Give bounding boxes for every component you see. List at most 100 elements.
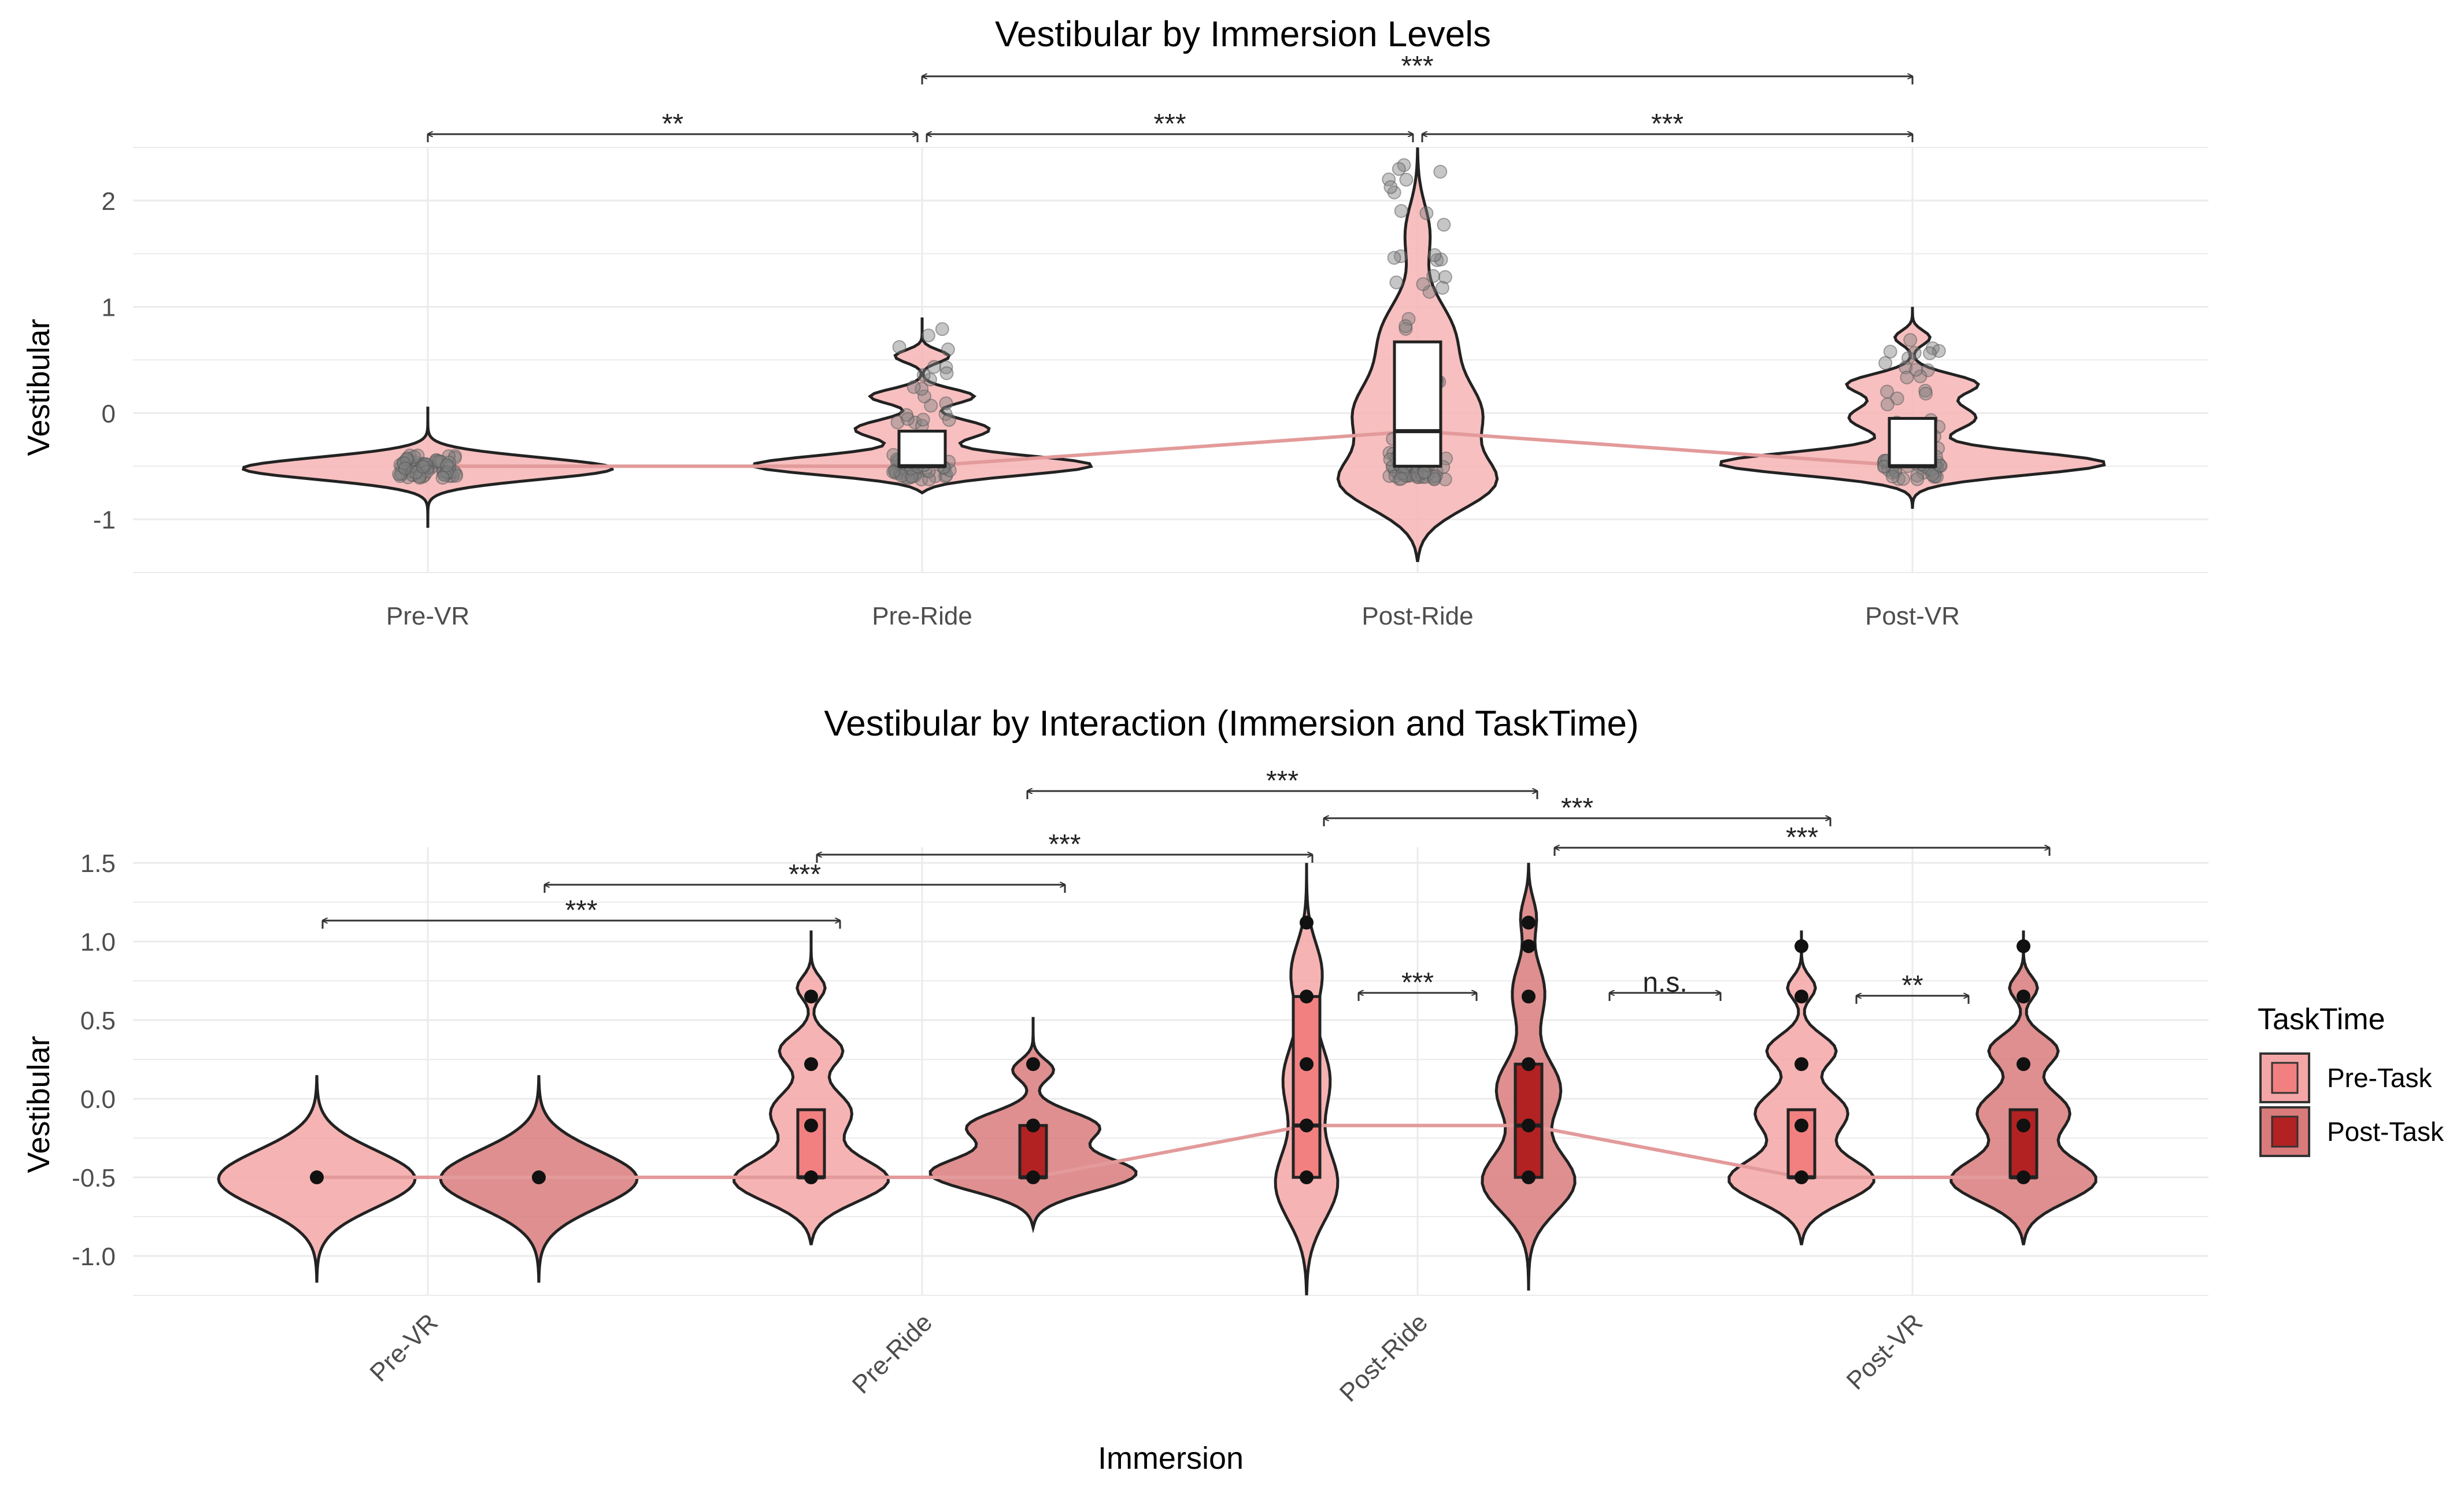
jitter-point	[1383, 180, 1398, 194]
data-point	[1300, 989, 1314, 1004]
jitter-point	[916, 412, 930, 427]
jitter-point	[1394, 204, 1408, 218]
sig-f-label: ***	[1786, 822, 1818, 853]
legend-label-pre-task: Pre-Task	[2327, 1063, 2432, 1093]
jitter-point	[939, 366, 954, 380]
jitter-point	[1433, 165, 1448, 179]
data-point	[1300, 915, 1314, 930]
chart2-gridlines	[133, 847, 2208, 1296]
data-point	[532, 1170, 546, 1185]
xtick-label: Pre-Ride	[872, 602, 972, 630]
xtick-label: Pre-VR	[364, 1308, 443, 1387]
data-point	[1522, 939, 1536, 954]
data-point	[2017, 1118, 2030, 1133]
jitter-point	[1394, 472, 1408, 486]
data-point	[1522, 1170, 1536, 1185]
chart2-significance: *** *** *** *** *** *** *** n.s. **	[321, 766, 2051, 1004]
data-point	[804, 1118, 818, 1133]
jitter-point	[440, 458, 454, 472]
median-trend-line	[428, 429, 1913, 468]
jitter-point	[921, 328, 935, 343]
sig-c-label: ***	[1048, 829, 1081, 860]
chart1-significance: ** *** ******	[427, 51, 1914, 142]
jitter-point	[886, 465, 900, 479]
jitter-point	[397, 456, 411, 471]
jitter-point	[894, 468, 909, 483]
ytick-label: 0.0	[80, 1085, 116, 1114]
data-point	[2017, 1057, 2030, 1072]
jitter-point	[1438, 270, 1452, 285]
data-point	[2017, 989, 2030, 1004]
chart1-violins	[242, 147, 2106, 563]
jitter-point	[1427, 248, 1442, 263]
sig-postride-postvr-label: ***	[1651, 109, 1684, 139]
jitter-point	[1878, 356, 1893, 370]
ytick-label: 0	[102, 400, 116, 428]
chart2-ylabel: Vestibular	[21, 1036, 56, 1173]
data-point	[1795, 939, 1808, 954]
legend: TaskTime Pre-Task Post-Task	[2258, 1003, 2444, 1157]
box-post-ride	[1393, 340, 1442, 468]
ytick-label: 0.5	[80, 1007, 116, 1035]
box-post-vr	[1888, 417, 1937, 468]
violin-pre-task-post-vr	[1727, 930, 1875, 1246]
violin-pre-ride	[751, 317, 1093, 495]
jitter-point	[917, 389, 931, 404]
sig-b-label: ***	[789, 859, 821, 890]
ytick-label: 1	[102, 294, 116, 322]
ytick-label: -1	[93, 506, 116, 534]
sig-e-label: ***	[1561, 793, 1593, 823]
chart1-ylabel: Vestibular	[21, 319, 56, 456]
data-point	[310, 1170, 324, 1185]
data-point	[1522, 1057, 1536, 1072]
jitter-point	[1427, 472, 1442, 486]
violin-pre-task-pre-ride	[732, 930, 890, 1246]
jitter-point	[1389, 275, 1404, 290]
jitter-point	[1435, 280, 1449, 295]
xtick-label: Post-VR	[1865, 602, 1960, 630]
jitter-point	[1399, 172, 1414, 187]
jitter-point	[1899, 360, 1913, 375]
jitter-point	[1900, 370, 1914, 385]
jitter-point	[1903, 333, 1918, 347]
chart2-xlabel: Immersion	[1098, 1441, 1244, 1476]
box-post-task-pre-ride	[1018, 1124, 1048, 1179]
chart1-gridlines	[133, 147, 2208, 573]
xtick-label: Post-Ride	[1334, 1308, 1433, 1407]
jitter-point	[1880, 397, 1895, 412]
chart2-ytick-labels: -1.0 -0.5 0.0 0.5 1.0 1.5	[72, 849, 116, 1271]
data-point	[1522, 915, 1536, 930]
jitter-point	[907, 380, 921, 394]
xtick-label: Pre-VR	[386, 602, 469, 630]
ytick-label: 1.5	[80, 849, 116, 878]
data-point	[804, 989, 818, 1004]
violin-post-task-post-vr	[1949, 930, 2097, 1246]
jitter-point	[1387, 250, 1401, 265]
median-trend-line	[317, 1124, 2023, 1180]
jitter-point	[432, 454, 446, 468]
chart1-xtick-labels: Pre-VR Pre-Ride Post-Ride Post-VR	[386, 602, 1960, 630]
jitter-point	[416, 460, 430, 474]
xtick-label: Post-Ride	[1362, 602, 1473, 630]
sig-h-label: n.s.	[1642, 967, 1687, 998]
jitter-point	[435, 471, 450, 485]
data-point	[2017, 939, 2030, 954]
data-point	[1300, 1118, 1314, 1133]
data-point	[1026, 1057, 1040, 1072]
jitter-point	[1392, 162, 1406, 176]
ytick-label: -1.0	[72, 1243, 116, 1271]
jitter-point	[890, 415, 905, 430]
jitter-point	[1910, 472, 1925, 486]
ytick-label: 2	[102, 187, 116, 216]
sig-a-label: ***	[565, 895, 597, 926]
sig-d-label: ***	[1266, 766, 1298, 796]
jitter-point	[1910, 468, 1925, 483]
jitter-point	[1907, 346, 1922, 360]
jitter-point	[1409, 468, 1424, 482]
chart2-title: Vestibular by Interaction (Immersion and…	[824, 704, 1638, 744]
jitter-point	[1437, 217, 1451, 232]
ytick-label: 1.0	[80, 928, 116, 956]
jitter-point	[892, 340, 907, 354]
sig-preride-postride-label: ***	[1153, 109, 1186, 139]
